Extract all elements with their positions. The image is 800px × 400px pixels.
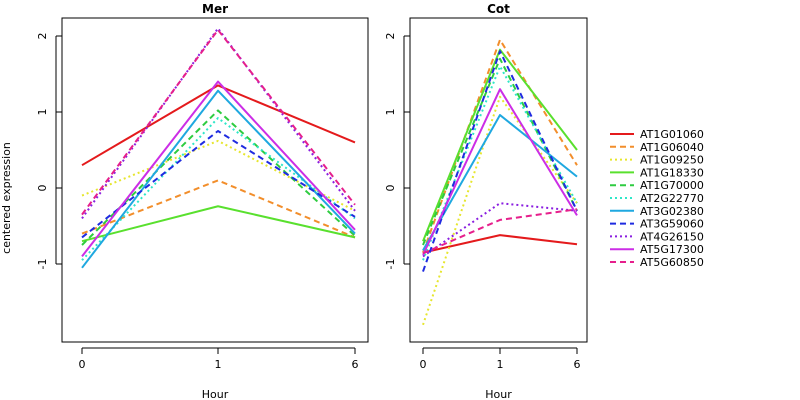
panel-1-series-at1g70000 xyxy=(81,109,356,246)
panel-2-y-tick-label: 1 xyxy=(384,109,397,116)
panel-2-series-at5g17300 xyxy=(422,88,578,256)
panel-1-x-tick-label: 6 xyxy=(352,358,359,371)
panel-1-series-at1g09250 xyxy=(81,139,356,212)
legend-label-at1g09250: AT1G09250 xyxy=(640,154,704,167)
panel-1-x-tick-label: 1 xyxy=(215,358,222,371)
panel-2-frame xyxy=(409,17,588,343)
panel-2-y-tick-label: 0 xyxy=(384,185,397,192)
y-axis-label: centered expression xyxy=(0,142,13,254)
panel-2-series-at1g70000 xyxy=(422,57,578,246)
panel-1-frame xyxy=(61,17,369,343)
legend-label-at3g59060: AT3G59060 xyxy=(640,218,704,231)
panel-1-series-at2g22770 xyxy=(81,117,356,261)
legend-label-at5g17300: AT5G17300 xyxy=(640,243,704,256)
legend-label-at1g01060: AT1G01060 xyxy=(640,128,704,141)
panel-2-series-at4g26150 xyxy=(422,202,578,258)
panel-2-y-tick-label: -1 xyxy=(384,259,397,270)
panel-2-series-at1g18330 xyxy=(422,48,578,242)
panel-1-series-at3g02380 xyxy=(81,89,356,269)
panel-2-x-tick-label: 6 xyxy=(574,358,581,371)
panel-1-series-at5g17300 xyxy=(81,80,356,258)
panel-2-series-at5g60850 xyxy=(422,208,578,255)
panel-1-series-at3g59060 xyxy=(81,130,356,239)
legend-label-at5g60850: AT5G60850 xyxy=(640,256,704,269)
legend-label-at2g22770: AT2G22770 xyxy=(640,192,704,205)
panel-2-x-tick-label: 1 xyxy=(497,358,504,371)
panel-1-y-tick-label: 2 xyxy=(36,33,49,40)
panel-2-series-at3g59060 xyxy=(422,50,578,272)
panel-1-x-axis-label: Hour xyxy=(202,388,229,400)
panel-2-y-tick-label: 2 xyxy=(384,33,397,40)
panel-2-series-at2g22770 xyxy=(422,65,578,261)
panel-1-series-at1g18330 xyxy=(81,205,356,243)
panel-2-series-at1g06040 xyxy=(422,38,578,253)
legend-label-at3g02380: AT3G02380 xyxy=(640,205,704,218)
panel-1-y-tick-label: -1 xyxy=(36,259,49,270)
legend-label-at1g06040: AT1G06040 xyxy=(640,141,704,154)
panel-2-title: Cot xyxy=(487,2,510,16)
panel-1-y-tick-label: 0 xyxy=(36,185,49,192)
panel-2-x-tick-label: 0 xyxy=(420,358,427,371)
legend-label-at1g70000: AT1G70000 xyxy=(640,179,704,192)
panel-1-x-tick-label: 0 xyxy=(79,358,86,371)
legend-label-at1g18330: AT1G18330 xyxy=(640,166,704,179)
panel-1-series-at4g26150 xyxy=(81,27,356,219)
legend-label-at4g26150: AT4G26150 xyxy=(640,230,704,243)
panel-2-series-at1g09250 xyxy=(422,95,578,326)
panel-1-series-at1g06040 xyxy=(81,179,356,239)
panel-1-y-tick-label: 1 xyxy=(36,109,49,116)
panel-2-x-axis-label: Hour xyxy=(485,388,512,400)
panel-1-title: Mer xyxy=(202,2,228,16)
panel-2-series-at1g01060 xyxy=(422,234,578,254)
panel-1-series-at1g01060 xyxy=(81,84,356,167)
